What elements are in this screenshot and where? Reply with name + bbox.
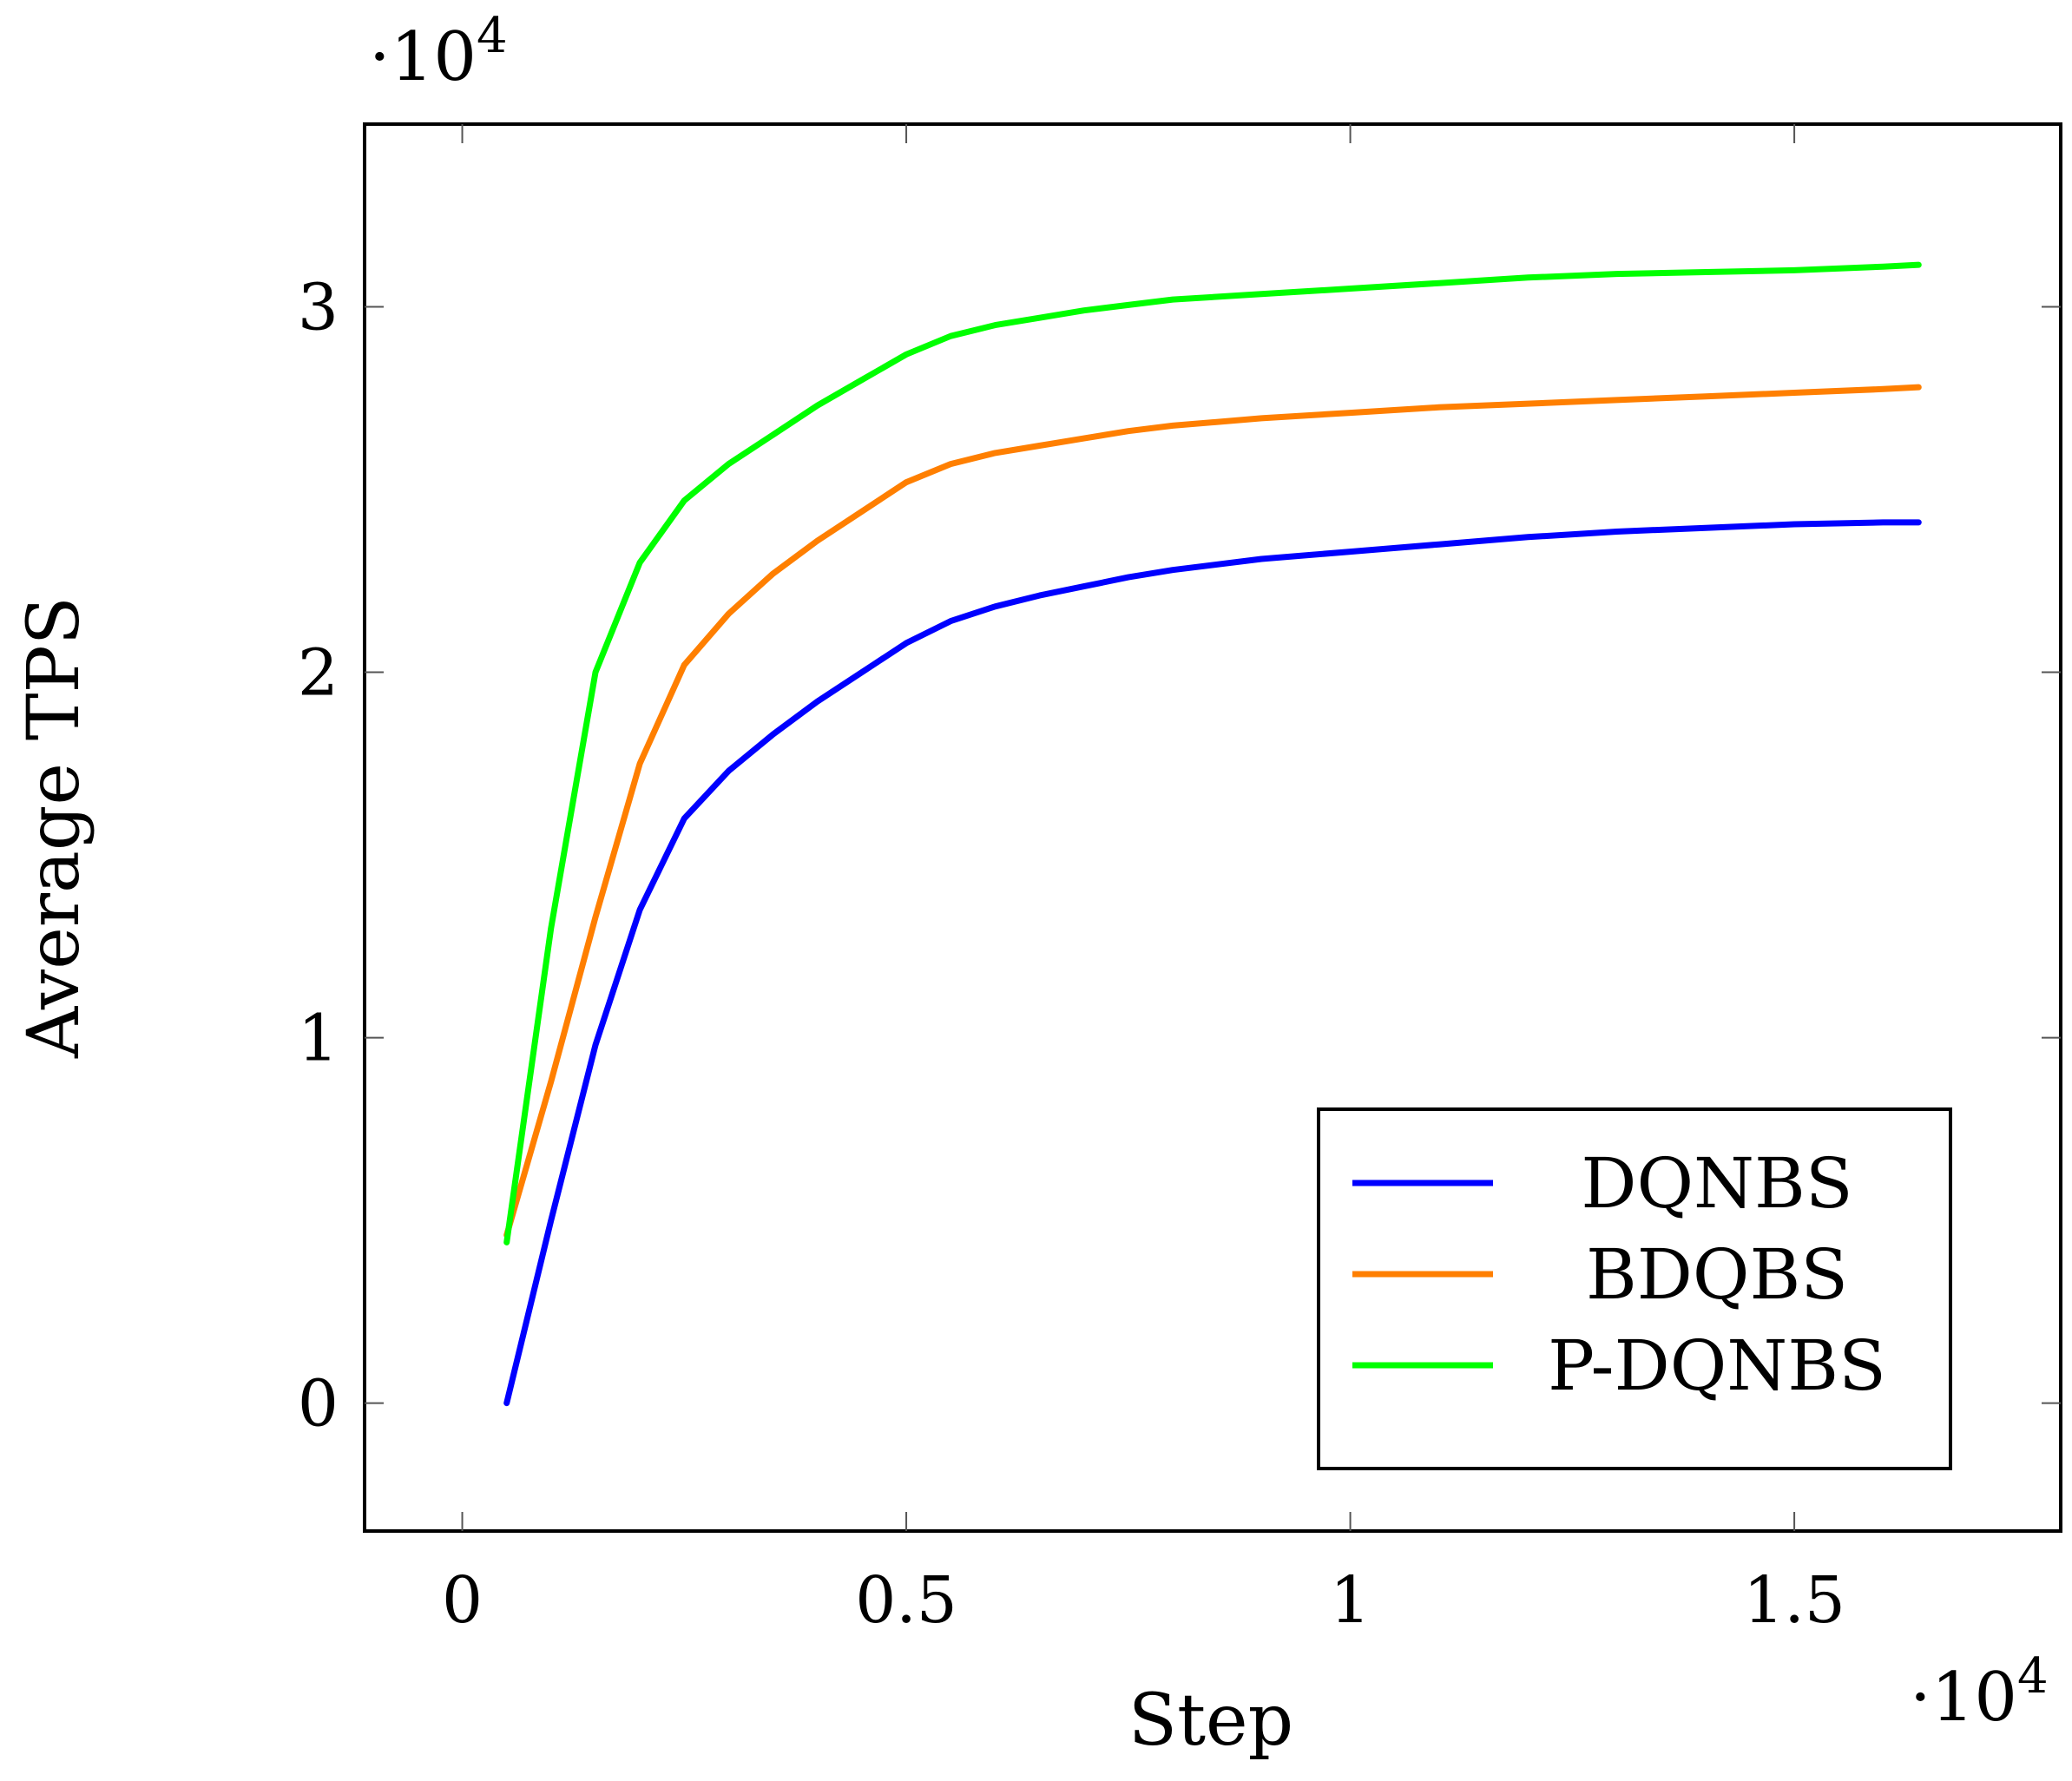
y-axis-multiplier: ·104 (369, 8, 508, 96)
legend-label: P-DQNBS (1548, 1325, 1886, 1406)
x-tick-label: 0 (442, 1563, 483, 1638)
x-axis-label: Step (1128, 1679, 1293, 1762)
legend-label: DQNBS (1581, 1143, 1852, 1224)
plot-frame (363, 122, 2062, 1533)
x-tick-label: 1 (1330, 1563, 1371, 1638)
legend-frame (1317, 1107, 1952, 1470)
tick-labels: 0 0.5 1 1.5 0 1 2 3 (298, 271, 1845, 1638)
legend-items: DQNBS BDQBS P-DQNBS (1352, 1143, 1886, 1406)
x-tick-label: 1.5 (1743, 1563, 1845, 1638)
y-axis-label: Average TPS (13, 596, 95, 1059)
tick-marks (365, 124, 2061, 1531)
y-tick-label: 3 (298, 271, 339, 345)
legend: DQNBS BDQBS P-DQNBS (1317, 1107, 1952, 1470)
series-line-p-dqnbs (503, 261, 1922, 1245)
series-lines (503, 261, 1922, 1407)
x-axis-multiplier: ·104 (1910, 1648, 2049, 1737)
y-tick-label: 1 (298, 1002, 339, 1076)
y-tick-label: 2 (298, 636, 339, 711)
x-tick-label: 0.5 (855, 1563, 957, 1638)
series-line-bdqbs (503, 384, 1922, 1239)
y-tick-label: 0 (298, 1367, 339, 1442)
series-line-dqnbs (503, 519, 1922, 1407)
plot-area (363, 122, 2062, 1533)
legend-label: BDQBS (1586, 1234, 1848, 1315)
